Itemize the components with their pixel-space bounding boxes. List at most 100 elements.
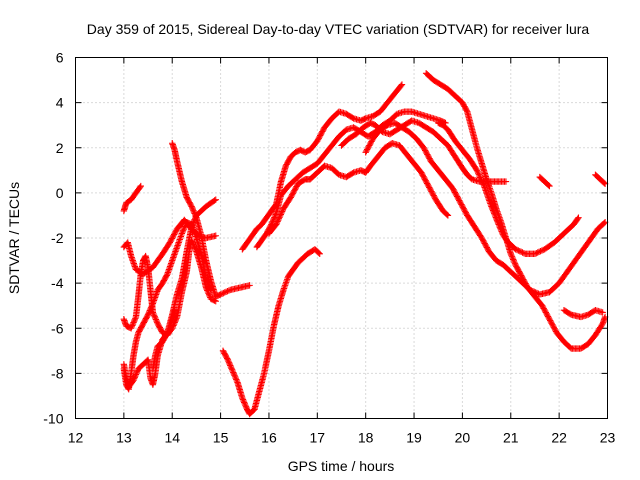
data-point [188, 203, 195, 210]
data-point [458, 202, 466, 210]
data-point [428, 188, 435, 195]
data-point [522, 280, 529, 287]
series-s6 [149, 307, 178, 373]
data-point [397, 82, 405, 89]
data-point [498, 228, 505, 235]
data-point [128, 323, 135, 331]
data-point [227, 363, 235, 371]
data-point [535, 248, 543, 256]
data-point [144, 311, 152, 318]
data-point [552, 326, 559, 334]
x-tick-label: 17 [310, 430, 326, 446]
data-point [456, 198, 464, 206]
data-point [144, 312, 151, 320]
data-point [190, 242, 198, 250]
data-point [223, 355, 231, 362]
data-point [516, 248, 523, 255]
data-point [488, 204, 496, 212]
data-point [288, 192, 295, 200]
data-point [189, 206, 196, 213]
x-tick-label: 13 [116, 430, 132, 446]
series-s17 [560, 307, 606, 321]
data-point [461, 206, 468, 214]
data-point [317, 131, 325, 138]
data-point [478, 178, 486, 185]
data-point [202, 275, 210, 282]
data-point [318, 129, 325, 137]
data-point [315, 135, 322, 142]
data-point [549, 321, 556, 328]
data-point [366, 142, 373, 149]
data-point [233, 376, 240, 383]
data-point [426, 185, 434, 193]
data-point [211, 297, 218, 304]
data-point [178, 230, 186, 237]
series-s10 [253, 108, 449, 251]
data-point [172, 316, 180, 323]
data-point [167, 237, 174, 245]
data-point [274, 218, 281, 225]
data-point [188, 204, 196, 212]
data-point [462, 209, 469, 216]
data-point [150, 312, 158, 319]
y-tick-label: 0 [56, 185, 64, 201]
data-point [279, 206, 287, 214]
data-point [227, 362, 234, 369]
y-tick-label: 6 [56, 50, 64, 66]
data-point [137, 182, 144, 190]
series-s5 [120, 219, 215, 393]
data-point [181, 224, 188, 232]
data-point [541, 307, 549, 315]
data-point [473, 167, 481, 174]
data-point [290, 188, 297, 196]
data-point [171, 229, 179, 237]
data-point [454, 194, 462, 202]
data-point [426, 184, 433, 191]
data-point [520, 276, 527, 283]
data-point [424, 151, 431, 158]
x-tick-label: 23 [600, 430, 616, 446]
data-point [457, 200, 464, 207]
data-point [475, 171, 483, 178]
data-point [151, 313, 158, 320]
data-point [242, 403, 250, 410]
data-point [426, 155, 433, 162]
data-point [477, 175, 485, 183]
data-point [422, 177, 429, 184]
data-point [319, 128, 326, 135]
series-s8 [219, 246, 323, 418]
data-point [277, 211, 285, 218]
data-point [421, 147, 429, 154]
data-point [225, 358, 232, 365]
data-point [166, 239, 174, 246]
data-point [539, 303, 547, 311]
data-point [544, 313, 552, 320]
data-point [450, 186, 457, 193]
data-point [491, 210, 498, 217]
data-point [192, 213, 200, 220]
data-point [495, 221, 502, 228]
data-point [421, 176, 429, 183]
data-point [153, 319, 161, 326]
data-point [509, 254, 516, 262]
data-point [508, 253, 516, 260]
data-point [519, 274, 526, 282]
data-point [220, 289, 227, 297]
data-point [222, 288, 230, 296]
data-point [190, 241, 197, 248]
data-point [489, 205, 496, 213]
data-point [152, 316, 160, 323]
data-point [278, 208, 286, 215]
data-point [511, 260, 519, 267]
data-point [181, 223, 189, 230]
data-point [205, 290, 212, 297]
x-axis-label: GPS time / hours [288, 458, 395, 474]
data-point [531, 250, 539, 257]
data-point [547, 318, 555, 326]
data-point [218, 290, 226, 297]
data-point [515, 247, 522, 254]
y-tick-label: -8 [51, 365, 64, 381]
data-point [231, 373, 239, 380]
data-point [551, 325, 558, 332]
data-point [421, 174, 428, 182]
